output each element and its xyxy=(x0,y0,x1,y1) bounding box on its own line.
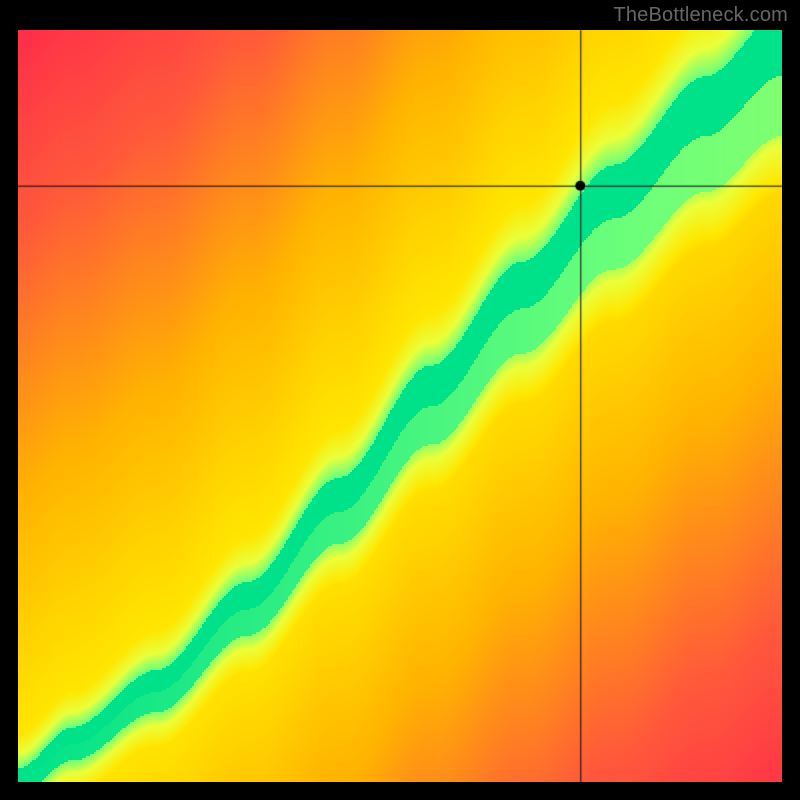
bottleneck-heatmap xyxy=(18,30,782,782)
watermark-label: TheBottleneck.com xyxy=(613,4,788,27)
chart-container: TheBottleneck.com xyxy=(0,0,800,800)
